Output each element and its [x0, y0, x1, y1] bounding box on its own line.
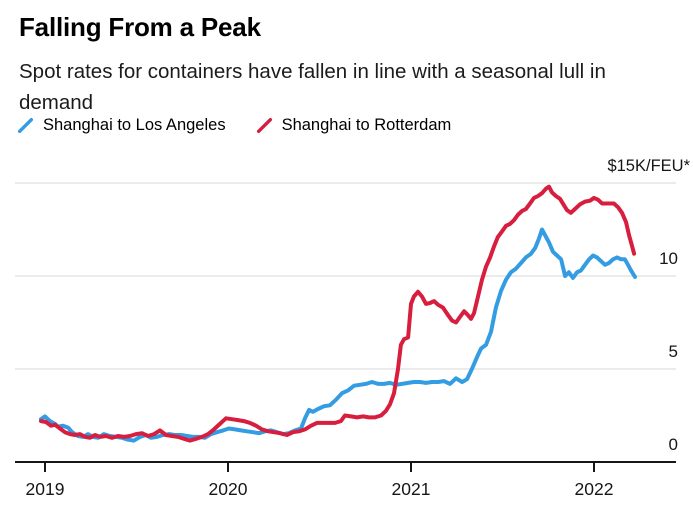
x-tick-label-2022: 2022	[575, 479, 614, 499]
series-line-shanghai-to-rotterdam	[39, 184, 637, 443]
x-tick-label-2019: 2019	[26, 479, 65, 499]
blue-slash-icon	[17, 117, 34, 134]
y-axis-label-5: 5	[669, 342, 678, 361]
x-tick-label-2020: 2020	[209, 479, 248, 499]
y-axis-unit-label: $15K/FEU*	[607, 157, 690, 175]
legend-label-shanghai-los-angeles: Shanghai to Los Angeles	[43, 116, 226, 134]
legend-label-shanghai-rotterdam: Shanghai to Rotterdam	[281, 116, 452, 134]
chart-legend: Shanghai to Los Angeles Shanghai to Rott…	[17, 116, 451, 135]
legend-item-shanghai-rotterdam: Shanghai to Rotterdam	[256, 116, 452, 135]
series-line-shanghai-to-los-angeles	[39, 227, 637, 443]
y-axis-label-10: 10	[659, 249, 678, 268]
y-axis-label-0: 0	[669, 435, 678, 454]
chart-title: Falling From a Peak	[19, 12, 261, 42]
red-slash-icon	[256, 117, 272, 134]
chart-subtitle: Spot rates for containers have fallen in…	[19, 60, 606, 114]
x-tick-label-2021: 2021	[392, 479, 431, 499]
legend-item-shanghai-los-angeles: Shanghai to Los Angeles	[17, 116, 226, 135]
